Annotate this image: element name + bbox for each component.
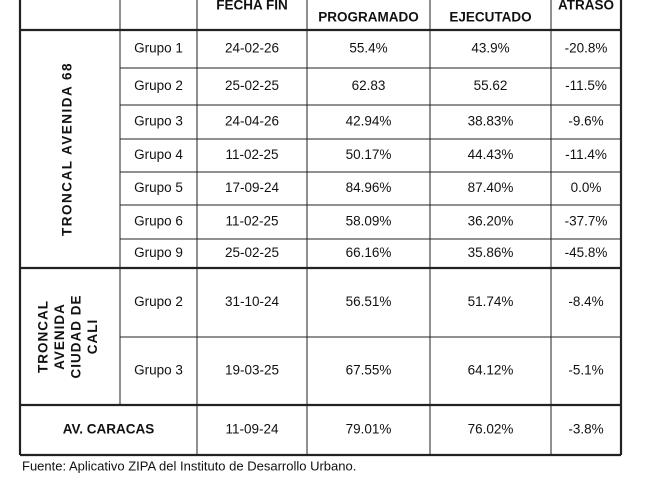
section-label: CALI <box>85 319 100 355</box>
cell: -45.8% <box>565 245 608 260</box>
cell: 67.55% <box>346 363 392 378</box>
cell: 17-09-24 <box>225 180 280 195</box>
cell: 38.83% <box>468 114 514 129</box>
cell: -37.7% <box>565 214 608 229</box>
cell: Grupo 2 <box>134 78 183 93</box>
cell: Grupo 2 <box>134 294 183 309</box>
cell: 42.94% <box>346 114 392 129</box>
cell: 0.0% <box>571 180 602 195</box>
cell: 43.9% <box>471 41 509 56</box>
cell: 56.51% <box>346 294 392 309</box>
cell: -11.5% <box>565 78 607 93</box>
cell: 35.86% <box>468 245 514 260</box>
cell: Grupo 9 <box>134 245 183 260</box>
cell: 76.02% <box>468 422 514 437</box>
section-label: AV. CARACAS <box>63 422 155 437</box>
cell: 55.4% <box>349 41 387 56</box>
cell: 50.17% <box>346 147 392 162</box>
cell: -9.6% <box>568 114 603 129</box>
cell: Grupo 3 <box>134 114 183 129</box>
cell: 11-02-25 <box>225 147 278 162</box>
cell: 31-10-24 <box>225 294 280 309</box>
cell: -5.1% <box>568 363 603 378</box>
section-label: TRONCAL AVENIDA 68 <box>60 62 75 236</box>
cell: -11.4% <box>565 147 607 162</box>
cell: 11-02-25 <box>225 214 278 229</box>
cell: Grupo 3 <box>134 363 183 378</box>
header-label: EJECUTADO <box>449 10 531 25</box>
section-label: AVENIDA <box>52 303 67 370</box>
cell: 51.74% <box>468 294 514 309</box>
header-label: PROGRAMADO <box>318 10 419 25</box>
cell: -8.4% <box>568 294 603 309</box>
cell: 62.83 <box>352 78 386 93</box>
cell: 66.16% <box>346 245 392 260</box>
cell: Grupo 6 <box>134 214 183 229</box>
cell: 87.40% <box>468 180 514 195</box>
cell: 19-03-25 <box>225 363 279 378</box>
cell: 25-02-25 <box>225 78 279 93</box>
footnote: Fuente: Aplicativo ZIPA del Instituto de… <box>22 458 356 473</box>
cell: 11-09-24 <box>225 422 279 437</box>
header-label: FECHA FIN <box>216 0 288 13</box>
cell: -3.8% <box>568 422 603 437</box>
cell: Grupo 4 <box>134 147 183 162</box>
cell: Grupo 1 <box>134 41 183 56</box>
section-label: CIUDAD DE <box>69 294 84 378</box>
cell: 55.62 <box>474 78 508 93</box>
header-label: ATRASO <box>558 0 614 13</box>
cell: 44.43% <box>468 147 514 162</box>
cell: 84.96% <box>346 180 392 195</box>
cell: 64.12% <box>468 363 514 378</box>
section-label: TRONCAL <box>36 300 51 373</box>
cell: 25-02-25 <box>225 245 279 260</box>
cell: 36.20% <box>468 214 514 229</box>
cell: -20.8% <box>565 41 608 56</box>
cell: 79.01% <box>346 422 392 437</box>
cell: Grupo 5 <box>134 180 183 195</box>
cell: 24-04-26 <box>225 114 279 129</box>
cell: 58.09% <box>346 214 392 229</box>
cell: 24-02-26 <box>225 41 279 56</box>
